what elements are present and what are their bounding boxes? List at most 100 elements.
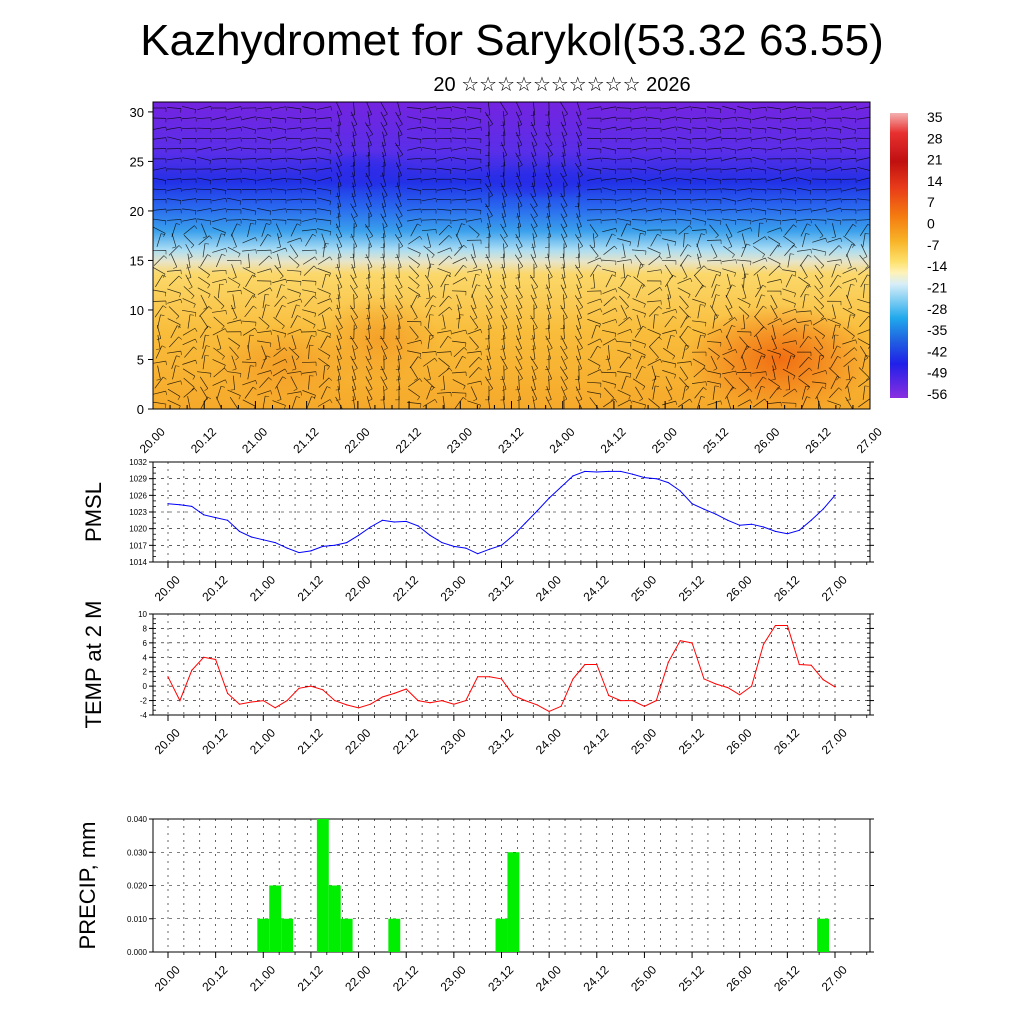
wind-barb [170,254,178,268]
wind-barb-flag [450,157,453,162]
wind-barb-flag [576,195,581,198]
wind-barb [863,284,865,299]
wind-barb [317,298,331,305]
wind-barb [302,146,316,151]
y-tick-label: 0.020 [127,882,148,891]
wind-barb-flag [188,256,193,259]
wind-barb [272,208,286,212]
wind-barb [857,177,870,182]
wind-barb-flag [615,169,617,175]
wind-barb [336,131,342,146]
wind-barb [767,349,781,355]
wind-barb [812,126,826,130]
wind-barb-flag [441,328,446,330]
wind-barb [632,177,646,182]
x-tick-label: 20.00 [152,726,183,757]
wind-barb [247,345,251,360]
wind-barb [817,355,821,370]
wind-barb [197,177,211,181]
wind-barb [167,157,181,161]
wind-barb-flag [479,405,481,409]
wind-barb-flag [336,368,341,371]
wind-barb-flag [265,395,270,398]
wind-barb [737,399,751,407]
wind-barb [632,157,646,161]
wind-barb [452,146,466,151]
wind-barb [272,368,286,377]
wind-barb [466,208,482,211]
wind-barb [422,198,436,202]
wind-barb [365,172,373,186]
wind-barb [737,297,751,305]
y-tick-label: 25 [130,154,144,169]
wind-barb [743,273,745,288]
wind-barb-flag [750,188,752,193]
wind-barb [167,399,181,407]
wind-barb-flag [255,180,257,185]
wind-barb [576,102,582,115]
wind-barb [396,162,402,176]
wind-barb-flag [336,399,341,401]
wind-barb [352,131,356,146]
wind-barb-flag [420,146,423,152]
wind-barb [153,198,167,201]
colorbar-label: -42 [927,343,947,359]
wind-barb [515,193,523,207]
wind-barb-flag [670,334,675,337]
wind-barb-flag [533,225,538,229]
wind-barb-flag [194,312,197,317]
wind-barb [442,284,446,299]
wind-barb [502,345,506,360]
wind-barb [301,157,317,160]
data-point [774,530,777,533]
wind-barb [830,345,838,359]
wind-barb-flag [720,136,723,141]
wind-barb-flag [627,294,631,299]
precip-bar [388,918,401,952]
wind-barb-flag [217,348,222,351]
wind-barb [440,274,448,288]
wind-barb [662,137,676,140]
wind-barb-flag [193,346,197,350]
wind-barb [722,268,736,274]
wind-barb-flag [283,295,287,299]
wind-barb [662,208,676,212]
wind-barb-flag [726,287,731,289]
wind-barb-flag [658,336,662,340]
data-point [250,701,252,703]
wind-barb [394,234,404,247]
wind-barb [187,396,191,409]
data-point [465,699,467,702]
wind-barb-flag [795,309,798,314]
wind-barb-flag [195,198,197,203]
wind-barb [426,233,432,248]
wind-barb [841,117,857,120]
wind-barb-flag [292,348,297,351]
wind-barb-flag [546,134,551,137]
wind-barb-flag [518,296,523,300]
wind-barb-flag [255,116,257,121]
wind-barb-flag [779,170,782,175]
wind-barb [858,266,870,276]
precip-bar [507,852,520,952]
wind-barb [502,274,506,288]
wind-barb-flag [780,279,783,284]
wind-barb [257,340,271,344]
wind-barb [635,386,643,399]
wind-barb [602,126,616,131]
wind-barb [682,385,686,400]
wind-barb [380,376,388,389]
wind-barb-flag [180,351,182,356]
wind-barb [302,289,316,293]
wind-barb-flag [655,375,660,378]
wind-barb [767,147,781,151]
wind-barb-flag [253,305,257,309]
wind-barb [772,324,776,339]
wind-barb [563,324,565,339]
wind-barb [454,265,464,277]
wind-barb-flag [419,236,423,240]
wind-barb-flag [218,409,222,411]
wind-barb [153,255,165,266]
wind-barb [631,127,647,130]
wind-barb [563,182,565,197]
